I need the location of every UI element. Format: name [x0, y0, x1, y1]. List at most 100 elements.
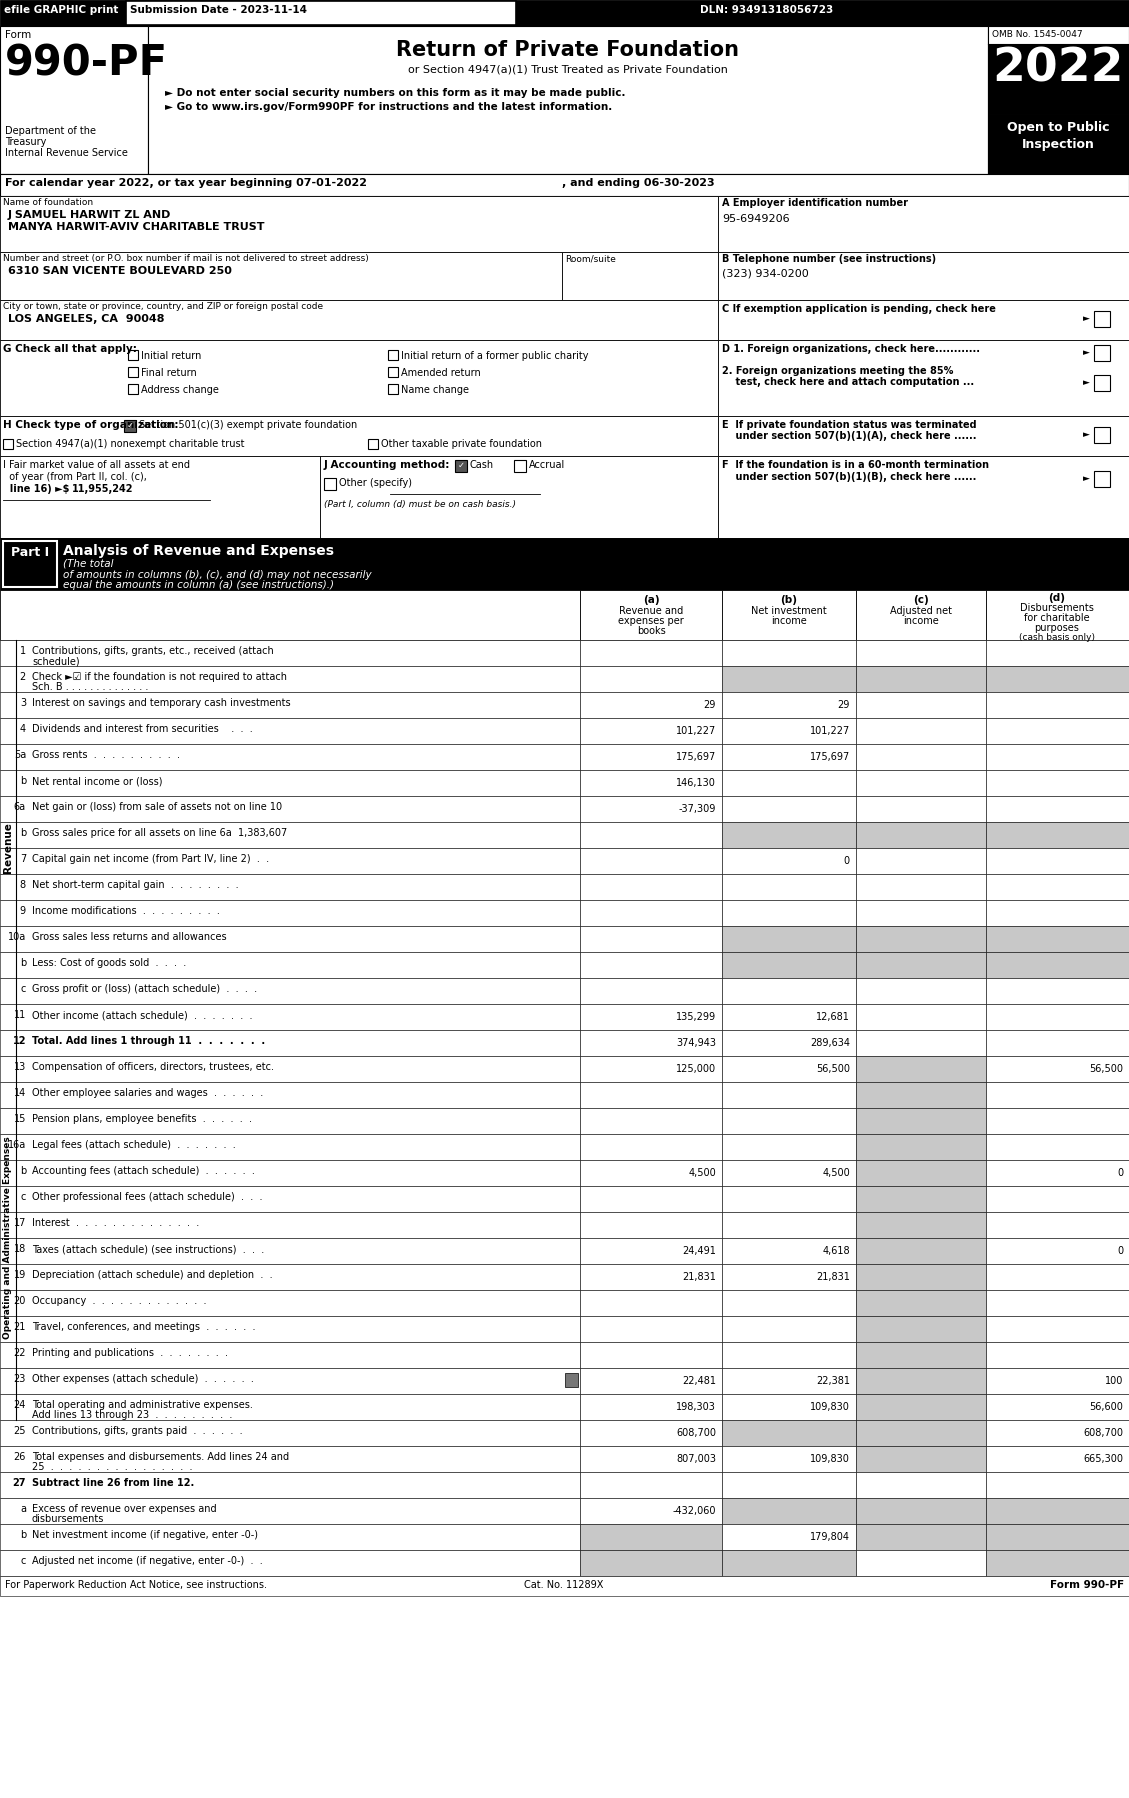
Text: 11: 11 [14, 1010, 26, 1019]
Text: 109,830: 109,830 [811, 1402, 850, 1411]
Text: 0: 0 [1117, 1169, 1123, 1178]
Bar [388, 351, 399, 360]
Bar [718, 340, 1129, 415]
Text: Total. Add lines 1 through 11  .  .  .  .  .  .  .: Total. Add lines 1 through 11 . . . . . … [32, 1036, 265, 1046]
Text: 95-6949206: 95-6949206 [723, 214, 789, 225]
Text: ►: ► [1083, 378, 1089, 387]
Bar [0, 340, 718, 415]
Bar [723, 1003, 856, 1030]
Text: test, check here and attach computation ...: test, check here and attach computation … [723, 378, 974, 387]
Bar [0, 590, 580, 640]
Text: 4,500: 4,500 [822, 1169, 850, 1178]
Text: (Part I, column (d) must be on cash basis.): (Part I, column (d) must be on cash basi… [324, 500, 516, 509]
Bar [856, 1550, 986, 1577]
Bar [723, 1341, 856, 1368]
Bar [856, 770, 986, 797]
Text: or Section 4947(a)(1) Trust Treated as Private Foundation: or Section 4947(a)(1) Trust Treated as P… [408, 65, 728, 74]
Text: c: c [20, 984, 26, 994]
Bar [580, 1212, 723, 1239]
Bar [856, 640, 986, 665]
Text: ► Go to www.irs.gov/Form990PF for instructions and the latest information.: ► Go to www.irs.gov/Form990PF for instru… [165, 102, 612, 111]
Bar [723, 1473, 856, 1498]
Text: 24,491: 24,491 [682, 1246, 716, 1257]
Text: 2: 2 [19, 672, 26, 681]
Text: 18: 18 [14, 1244, 26, 1253]
Bar [580, 1446, 723, 1473]
Text: Income modifications  .  .  .  .  .  .  .  .  .: Income modifications . . . . . . . . . [32, 906, 220, 915]
Text: ►: ► [1083, 430, 1089, 439]
Bar [723, 822, 856, 849]
Bar [986, 874, 1129, 901]
Text: (323) 934-0200: (323) 934-0200 [723, 268, 808, 279]
Text: ✓: ✓ [457, 460, 464, 469]
Text: for charitable: for charitable [1024, 613, 1089, 622]
Text: b: b [19, 1530, 26, 1541]
Text: Return of Private Foundation: Return of Private Foundation [396, 40, 739, 59]
Bar [723, 1550, 856, 1577]
Bar [514, 460, 526, 473]
Bar [986, 1446, 1129, 1473]
Text: 16a: 16a [8, 1140, 26, 1151]
Text: 6310 SAN VICENTE BOULEVARD 250: 6310 SAN VICENTE BOULEVARD 250 [8, 266, 231, 277]
Bar [723, 874, 856, 901]
Bar [1094, 345, 1110, 361]
Text: c: c [20, 1555, 26, 1566]
Bar [0, 1212, 580, 1239]
Bar [0, 744, 580, 770]
Bar [0, 951, 580, 978]
Text: Gross sales less returns and allowances: Gross sales less returns and allowances [32, 931, 227, 942]
Bar [856, 1239, 986, 1264]
Bar [0, 822, 580, 849]
Text: Room/suite: Room/suite [564, 254, 616, 263]
Bar [128, 367, 138, 378]
Bar [1094, 376, 1110, 390]
Text: (cash basis only): (cash basis only) [1019, 633, 1095, 642]
Text: Cat. No. 11289X: Cat. No. 11289X [524, 1580, 604, 1589]
Text: a: a [20, 1503, 26, 1514]
Bar [986, 1003, 1129, 1030]
Bar [986, 1341, 1129, 1368]
Bar [580, 692, 723, 717]
Bar [986, 717, 1129, 744]
Text: Treasury: Treasury [5, 137, 46, 147]
Bar [0, 0, 1129, 25]
Text: Net investment: Net investment [751, 606, 826, 617]
Bar [986, 665, 1129, 692]
Text: 4: 4 [20, 725, 26, 734]
Bar [0, 1498, 580, 1525]
Text: (b): (b) [780, 595, 797, 604]
Bar [856, 1368, 986, 1393]
Text: Net investment income (if negative, enter -0-): Net investment income (if negative, ente… [32, 1530, 259, 1541]
Bar [986, 978, 1129, 1003]
Bar [723, 1525, 856, 1550]
Text: Revenue and: Revenue and [619, 606, 683, 617]
Text: 374,943: 374,943 [676, 1037, 716, 1048]
Text: 4,618: 4,618 [822, 1246, 850, 1257]
Text: City or town, state or province, country, and ZIP or foreign postal code: City or town, state or province, country… [3, 302, 323, 311]
Bar [723, 744, 856, 770]
Bar [986, 1082, 1129, 1108]
Bar [580, 1055, 723, 1082]
Text: 125,000: 125,000 [676, 1064, 716, 1073]
Bar [580, 797, 723, 822]
Bar [856, 1108, 986, 1135]
Text: For calendar year 2022, or tax year beginning 07-01-2022: For calendar year 2022, or tax year begi… [5, 178, 367, 189]
Text: Address change: Address change [141, 385, 219, 396]
Text: F  If the foundation is in a 60-month termination: F If the foundation is in a 60-month ter… [723, 460, 989, 469]
Bar [986, 926, 1129, 951]
Bar [0, 1055, 580, 1082]
Text: Subtract line 26 from line 12.: Subtract line 26 from line 12. [32, 1478, 194, 1489]
Text: Pension plans, employee benefits  .  .  .  .  .  .: Pension plans, employee benefits . . . .… [32, 1115, 252, 1124]
Text: G Check all that apply:: G Check all that apply: [3, 343, 137, 354]
Text: 22,481: 22,481 [682, 1375, 716, 1386]
Bar [0, 300, 718, 340]
Bar [723, 1212, 856, 1239]
Text: Travel, conferences, and meetings  .  .  .  .  .  .: Travel, conferences, and meetings . . . … [32, 1322, 255, 1332]
Text: Gross profit or (loss) (attach schedule)  .  .  .  .: Gross profit or (loss) (attach schedule)… [32, 984, 257, 994]
Bar [986, 1289, 1129, 1316]
Text: 29: 29 [703, 699, 716, 710]
Text: Legal fees (attach schedule)  .  .  .  .  .  .  .: Legal fees (attach schedule) . . . . . .… [32, 1140, 236, 1151]
Text: 22: 22 [14, 1348, 26, 1357]
Text: (a): (a) [642, 595, 659, 604]
Bar [856, 590, 986, 640]
